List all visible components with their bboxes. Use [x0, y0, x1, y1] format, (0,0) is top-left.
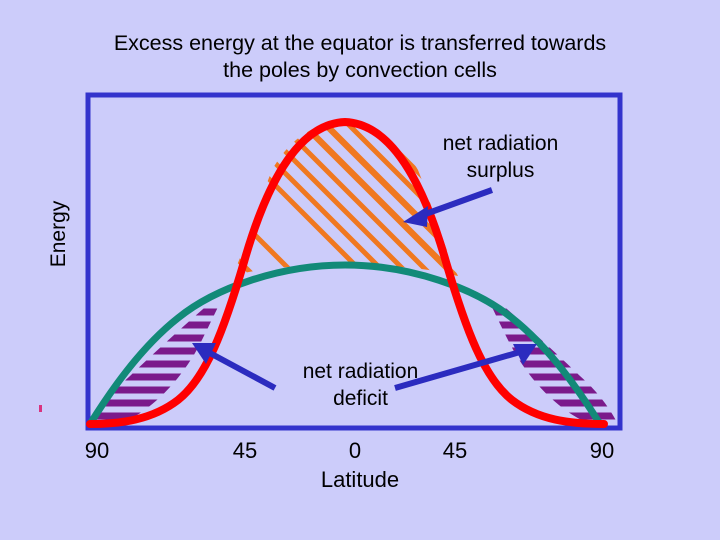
x-tick-label-1: 45: [232, 438, 258, 463]
deficit-arrow-right: [394, 344, 537, 391]
outgoing-radiation-curve: [86, 261, 604, 428]
deficit-hatch-region-right: [477, 308, 620, 420]
annotation-net-radiation-deficit: net radiation deficit: [302, 360, 419, 410]
x-tick-label-0: 90: [84, 438, 110, 463]
plot-frame: [85, 92, 623, 431]
artifact-mark: [39, 405, 42, 412]
x-tick-label-3: 45: [442, 438, 468, 463]
x-tick-label-4: 90: [589, 438, 615, 463]
surplus-arrow: [403, 187, 494, 227]
x-axis-label: Latitude: [320, 467, 400, 492]
annotation-net-radiation-surplus: net radiation surplus: [442, 132, 559, 182]
incoming-radiation-curve: [86, 117, 608, 428]
x-tick-label-2: 0: [348, 438, 362, 463]
y-axis-label: Energy: [47, 200, 70, 268]
page-title: Excess energy at the equator is transfer…: [113, 31, 607, 82]
deficit-arrow-left: [192, 343, 277, 391]
